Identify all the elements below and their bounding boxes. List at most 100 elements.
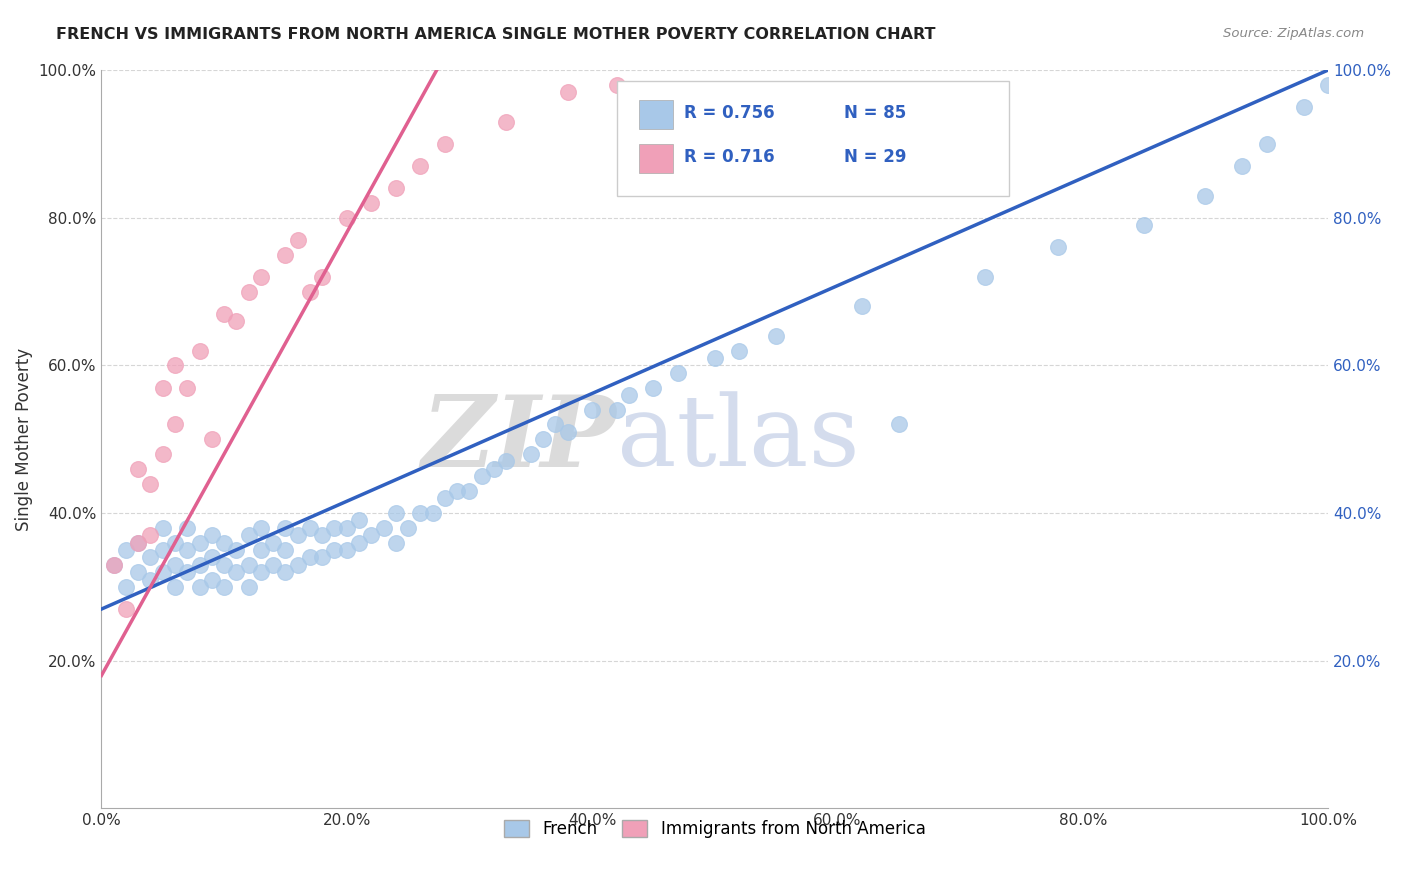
Point	[152, 447, 174, 461]
Point	[212, 558, 235, 572]
Point	[238, 285, 260, 299]
Point	[127, 462, 149, 476]
Point	[225, 565, 247, 579]
Text: atlas: atlas	[617, 392, 859, 487]
Point	[298, 550, 321, 565]
Point	[336, 521, 359, 535]
Text: R = 0.756: R = 0.756	[685, 103, 775, 122]
Point	[103, 558, 125, 572]
Point	[188, 580, 211, 594]
Point	[238, 558, 260, 572]
Text: Source: ZipAtlas.com: Source: ZipAtlas.com	[1223, 27, 1364, 40]
Point	[323, 543, 346, 558]
Point	[495, 114, 517, 128]
Point	[666, 366, 689, 380]
Point	[606, 78, 628, 92]
FancyBboxPatch shape	[638, 100, 673, 129]
FancyBboxPatch shape	[617, 81, 1010, 195]
Point	[238, 528, 260, 542]
Point	[851, 299, 873, 313]
Point	[201, 573, 224, 587]
Point	[115, 580, 138, 594]
Point	[250, 543, 273, 558]
Point	[482, 462, 505, 476]
Point	[262, 535, 284, 549]
Point	[238, 580, 260, 594]
Point	[298, 285, 321, 299]
Point	[139, 528, 162, 542]
Point	[274, 543, 297, 558]
Point	[703, 351, 725, 365]
Point	[728, 343, 751, 358]
FancyBboxPatch shape	[638, 144, 673, 173]
Text: ZIP: ZIP	[422, 391, 617, 488]
Point	[287, 233, 309, 247]
Point	[446, 483, 468, 498]
Point	[262, 558, 284, 572]
Point	[188, 558, 211, 572]
Y-axis label: Single Mother Poverty: Single Mother Poverty	[15, 348, 32, 531]
Point	[887, 417, 910, 432]
Point	[765, 329, 787, 343]
Point	[163, 359, 186, 373]
Point	[385, 181, 408, 195]
Point	[274, 247, 297, 261]
Point	[188, 343, 211, 358]
Point	[115, 543, 138, 558]
Point	[471, 469, 494, 483]
Point	[347, 535, 370, 549]
Point	[127, 535, 149, 549]
Point	[311, 269, 333, 284]
Point	[495, 454, 517, 468]
Point	[287, 528, 309, 542]
Point	[152, 521, 174, 535]
Point	[274, 565, 297, 579]
Point	[250, 521, 273, 535]
Point	[531, 432, 554, 446]
Point	[287, 558, 309, 572]
Point	[643, 380, 665, 394]
Point	[1232, 159, 1254, 173]
Point	[152, 565, 174, 579]
Point	[163, 417, 186, 432]
Point	[212, 307, 235, 321]
Point	[409, 159, 432, 173]
Point	[176, 543, 198, 558]
Point	[152, 380, 174, 394]
Point	[347, 513, 370, 527]
Point	[139, 550, 162, 565]
Point	[385, 535, 408, 549]
Point	[544, 417, 567, 432]
Point	[115, 602, 138, 616]
Text: N = 85: N = 85	[844, 103, 905, 122]
Point	[152, 543, 174, 558]
Point	[557, 425, 579, 439]
Point	[422, 506, 444, 520]
Point	[188, 535, 211, 549]
Point	[176, 565, 198, 579]
Point	[163, 558, 186, 572]
Point	[163, 580, 186, 594]
Point	[323, 521, 346, 535]
Point	[1133, 218, 1156, 232]
Point	[617, 388, 640, 402]
Point	[336, 211, 359, 225]
Point	[409, 506, 432, 520]
Point	[433, 491, 456, 506]
Point	[373, 521, 395, 535]
Point	[311, 550, 333, 565]
Point	[212, 580, 235, 594]
Text: N = 29: N = 29	[844, 148, 905, 166]
Point	[336, 543, 359, 558]
Point	[1047, 240, 1070, 254]
Point	[127, 535, 149, 549]
Point	[225, 314, 247, 328]
Point	[250, 565, 273, 579]
Point	[127, 565, 149, 579]
Point	[201, 432, 224, 446]
Point	[458, 483, 481, 498]
Point	[1317, 78, 1340, 92]
Text: FRENCH VS IMMIGRANTS FROM NORTH AMERICA SINGLE MOTHER POVERTY CORRELATION CHART: FRENCH VS IMMIGRANTS FROM NORTH AMERICA …	[56, 27, 936, 42]
Point	[396, 521, 419, 535]
Point	[139, 573, 162, 587]
